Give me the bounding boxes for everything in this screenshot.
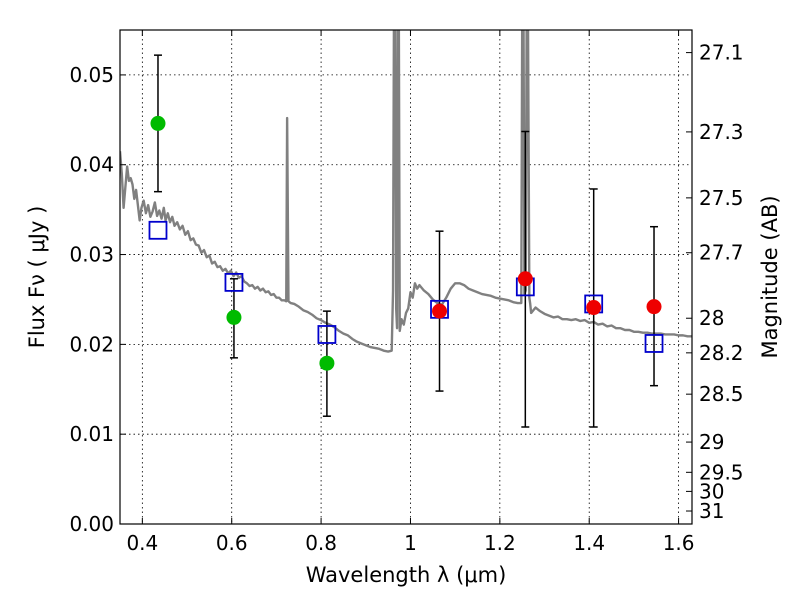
x-tick-label: 1 bbox=[404, 531, 417, 555]
right-tick-label: 27.1 bbox=[699, 41, 744, 65]
red-data-point bbox=[432, 303, 448, 319]
x-tick-label: 1.4 bbox=[573, 531, 605, 555]
right-tick-label: 28 bbox=[699, 306, 724, 330]
y-tick-label: 0.00 bbox=[69, 512, 114, 536]
x-tick-label: 0.4 bbox=[126, 531, 158, 555]
y-tick-label: 0.04 bbox=[69, 153, 114, 177]
plot-frame bbox=[119, 29, 693, 525]
right-tick-label: 27.7 bbox=[699, 241, 744, 265]
x-tick-label: 0.6 bbox=[216, 531, 248, 555]
x-tick-label: 0.8 bbox=[305, 531, 337, 555]
right-tick-label: 28.2 bbox=[699, 341, 744, 365]
model-photometry-square bbox=[644, 334, 664, 353]
y-tick-label: 0.02 bbox=[69, 332, 114, 356]
right-tick-label: 28.5 bbox=[699, 382, 744, 406]
right-tick-label: 29 bbox=[699, 430, 724, 454]
spectrum-line bbox=[120, 30, 692, 353]
axes: 0.4 0.6 0.8 1 1.2 1.4 1.6 0.00 0.01 0.02 0.03 0.04 0… bbox=[69, 30, 744, 555]
y-tick-label: 0.03 bbox=[69, 243, 114, 267]
right-tick-label: 30 bbox=[699, 479, 724, 503]
y-tick-label: 0.01 bbox=[69, 422, 114, 446]
green-data-point bbox=[319, 355, 335, 371]
y-axis-label: Flux Fν ( μJy ) bbox=[25, 206, 49, 349]
model-photometry-square bbox=[317, 325, 337, 344]
model-photometry-square bbox=[148, 220, 168, 240]
x-tick-label: 1.6 bbox=[663, 531, 695, 555]
plot-area bbox=[120, 30, 692, 428]
model-photometry-square bbox=[224, 272, 244, 292]
right-tick-label: 27.5 bbox=[699, 186, 744, 210]
y-axis-right-label: Magnitude (AB) bbox=[758, 195, 782, 358]
red-data-point bbox=[586, 300, 602, 316]
right-tick-label: 31 bbox=[699, 499, 724, 523]
green-data-point bbox=[226, 309, 242, 325]
red-data-point bbox=[646, 299, 662, 315]
x-tick-label: 1.2 bbox=[484, 531, 516, 555]
y-tick-label: 0.05 bbox=[69, 63, 114, 87]
right-tick-label: 27.3 bbox=[699, 120, 744, 144]
green-data-point bbox=[150, 115, 166, 131]
grid bbox=[120, 30, 692, 525]
x-axis-label: Wavelength λ (μm) bbox=[306, 563, 507, 587]
right-tick-label: 29.5 bbox=[699, 460, 744, 484]
red-data-point bbox=[517, 271, 533, 287]
